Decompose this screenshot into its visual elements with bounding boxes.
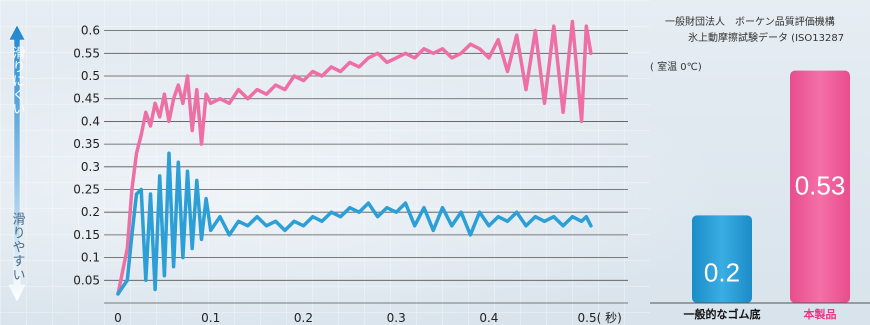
y-tick-label: 0.35 [73,137,100,151]
series-line-rubber [116,151,593,296]
y-tick-label: 0.2 [81,205,100,219]
slipperiness-arrow: 滑りにくい 滑りやすい [8,24,26,302]
x-tick-label: 0.3 [387,311,406,325]
bar-category-label: 本製品 [804,307,837,321]
x-tick-label: 0.2 [294,311,313,325]
y-tick-label: 0.05 [73,273,100,287]
x-tick-label: 0.5( 秒) [578,311,622,325]
horizontal-gridlines [104,30,628,304]
background-sole-pattern [0,0,650,325]
y-tick-label: 0.1 [81,251,100,265]
bar-value-label: 0.2 [704,257,740,287]
arrow-shape [8,24,26,302]
y-tick-label: 0.6 [81,24,100,38]
note-line-1: 一般財団法人 ボーケン品質評価機構 [665,15,835,28]
x-axis-ticks: 0 0.1 0.2 0.3 0.4 0.5( 秒) [114,311,622,325]
y-tick-label: 0.25 [73,183,100,197]
y-tick-label: 0.5 [81,69,100,83]
bar [692,215,752,303]
note-condition: ( 室温 0℃) [650,60,702,73]
arrow-bottom-label: 滑りやすい [10,212,26,282]
arrow-top-label: 滑りにくい [10,46,26,116]
line-series [116,19,593,296]
bars: 0.2 一般的なゴム底 0.53 本製品 [684,70,850,321]
series-line-product [116,19,593,296]
x-tick-label: 0.1 [201,311,220,325]
y-tick-label: 0.4 [81,114,100,128]
bar-value-label: 0.53 [795,171,846,201]
y-tick-label: 0.55 [73,46,100,60]
bar [790,70,850,303]
x-tick-label: 0.4 [479,311,498,325]
y-axis-ticks: 0.05 0.1 0.15 0.2 0.25 0.3 0.35 0.4 0.45 0.5 0.55 0… [73,24,100,288]
x-tick-label: 0 [114,311,122,325]
y-tick-label: 0.45 [73,92,100,106]
note-line-2: 氷上動摩擦試験データ (ISO13287 [688,31,844,44]
y-tick-label: 0.3 [81,160,100,174]
y-tick-label: 0.15 [73,228,100,242]
bar-category-label: 一般的なゴム底 [684,307,761,321]
bar-chart: 一般財団法人 ボーケン品質評価機構 氷上動摩擦試験データ (ISO13287 (… [650,15,870,321]
